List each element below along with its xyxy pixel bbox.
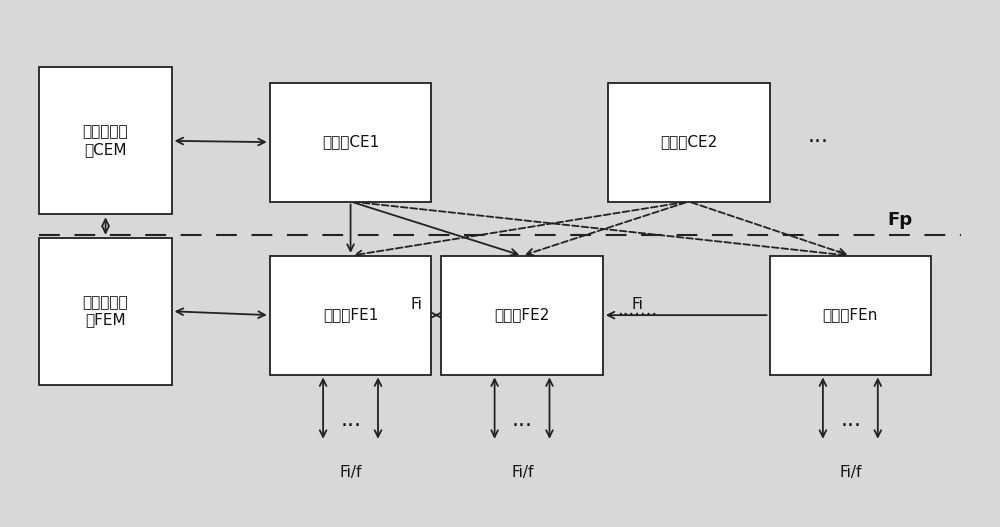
- Text: Fi/f: Fi/f: [511, 465, 534, 480]
- Text: 转发件FE2: 转发件FE2: [494, 308, 550, 323]
- Text: Fp: Fp: [887, 211, 912, 229]
- Text: 转发件FE1: 转发件FE1: [323, 308, 378, 323]
- Text: Fi: Fi: [411, 297, 423, 313]
- Text: ···: ···: [341, 416, 362, 436]
- Text: ·······: ·······: [617, 306, 657, 324]
- FancyBboxPatch shape: [270, 83, 431, 201]
- Text: ···: ···: [512, 416, 533, 436]
- Text: Fi: Fi: [631, 297, 643, 313]
- Text: 转发件控制
器FEM: 转发件控制 器FEM: [83, 295, 128, 327]
- Text: Fi/f: Fi/f: [340, 465, 362, 480]
- FancyBboxPatch shape: [608, 83, 770, 201]
- Text: ···: ···: [808, 132, 829, 152]
- FancyBboxPatch shape: [39, 238, 172, 385]
- Text: ···: ···: [840, 416, 861, 436]
- FancyBboxPatch shape: [270, 256, 431, 375]
- FancyBboxPatch shape: [39, 67, 172, 214]
- Text: Fi/f: Fi/f: [840, 465, 862, 480]
- FancyBboxPatch shape: [441, 256, 603, 375]
- Text: 控制件CE2: 控制件CE2: [660, 134, 717, 150]
- Text: 转发件FEn: 转发件FEn: [823, 308, 878, 323]
- Text: 控制件管理
器CEM: 控制件管理 器CEM: [83, 125, 128, 157]
- FancyBboxPatch shape: [770, 256, 931, 375]
- Text: 控制件CE1: 控制件CE1: [322, 134, 379, 150]
